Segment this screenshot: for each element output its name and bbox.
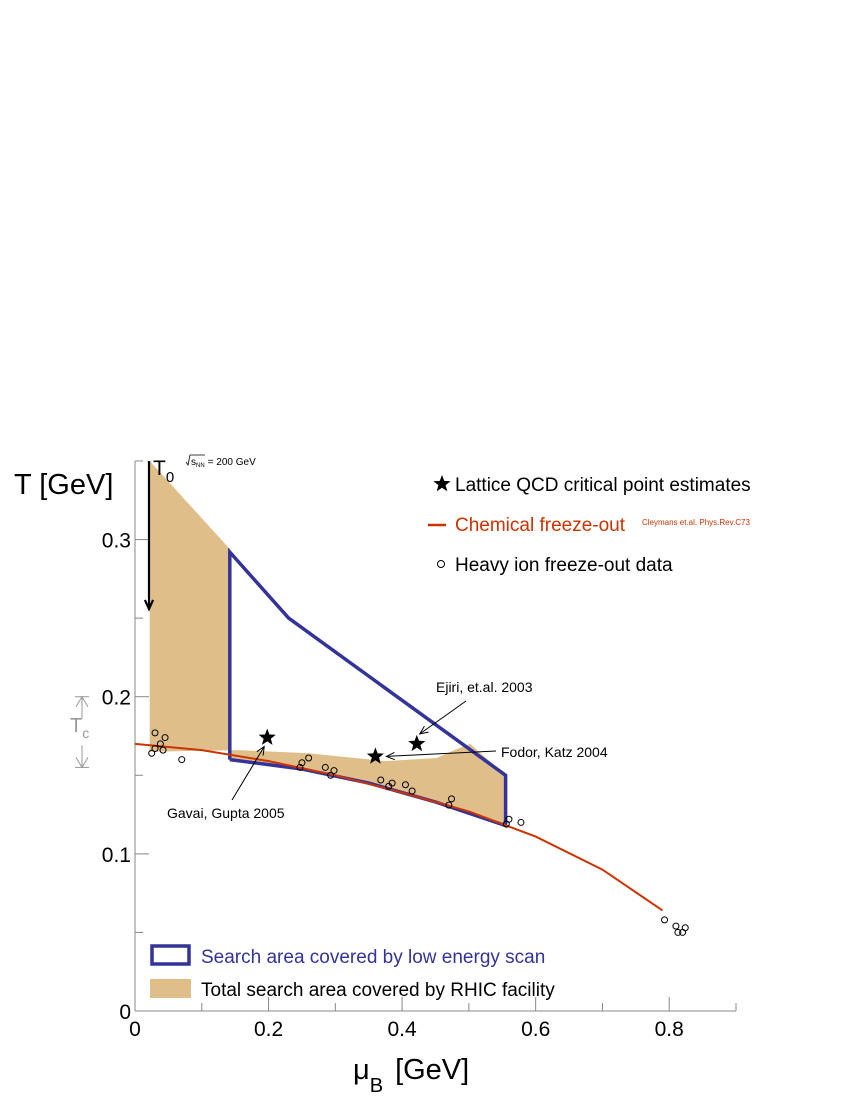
total-search-area bbox=[149, 461, 506, 826]
y-tick-label: 0 bbox=[119, 1001, 131, 1024]
sqrt-sign bbox=[185, 454, 205, 467]
heavy-ion-data-point bbox=[305, 754, 313, 762]
sqrt-s-label: sNN = 200 GeV bbox=[191, 457, 256, 469]
legend-curve-label: Chemical freeze-out bbox=[455, 515, 626, 536]
heavy-ion-data-point bbox=[517, 818, 525, 826]
heavy-ion-data-point bbox=[159, 746, 167, 754]
t0-subscript: 0 bbox=[166, 469, 174, 486]
tc-range-marker bbox=[75, 695, 89, 769]
legend-circle-icon bbox=[437, 560, 445, 568]
y-axis-title: T [GeV] bbox=[14, 469, 113, 501]
lattice-critical-point-star bbox=[408, 734, 426, 752]
tc-label: Tc bbox=[70, 715, 89, 741]
legend-star-icon bbox=[433, 475, 451, 492]
heavy-ion-data-point bbox=[445, 801, 453, 809]
tc-top-head bbox=[75, 695, 89, 707]
t0-arrow-head bbox=[143, 599, 155, 612]
heavy-ion-data-point bbox=[681, 924, 689, 932]
y-tick-label: 0.3 bbox=[102, 530, 131, 553]
x-tick-label: 0.8 bbox=[655, 1018, 684, 1041]
y-tick-label: 0.1 bbox=[102, 844, 131, 867]
heavy-ion-data-point bbox=[401, 781, 409, 789]
legend-fill-swatch bbox=[150, 979, 191, 998]
heavy-ion-data-point bbox=[661, 916, 669, 924]
legend-curve-reference: Cleymans et.al. Phys.Rev.C73 bbox=[642, 518, 750, 527]
tc-bottom-head bbox=[75, 757, 89, 769]
heavy-ion-data-point bbox=[321, 763, 329, 771]
x-axis-title-unit: [GeV] bbox=[395, 1054, 469, 1086]
heavy-ion-data-point bbox=[178, 756, 186, 764]
sqrt-s-subscript: NN bbox=[196, 463, 205, 469]
t0-label: T0 bbox=[153, 457, 174, 486]
sqrt-s-symbol: s bbox=[191, 457, 196, 468]
x-axis-title: μB [GeV] bbox=[353, 1054, 469, 1097]
heavy-ion-data-point bbox=[674, 928, 682, 936]
t0-symbol: T bbox=[153, 457, 166, 480]
heavy-ion-data-point bbox=[151, 729, 159, 737]
heavy-ion-data-point bbox=[148, 749, 156, 757]
lattice-label-arrow-head bbox=[256, 745, 265, 756]
heavy-ion-data-point bbox=[377, 776, 385, 784]
legend-circle-label: Heavy ion freeze-out data bbox=[455, 555, 673, 576]
lattice-label-arrow bbox=[385, 750, 497, 761]
lattice-label-arrow bbox=[231, 745, 265, 801]
heavy-ion-data-point bbox=[151, 745, 159, 753]
sqrt-s-value: = 200 GeV bbox=[208, 457, 256, 468]
lattice-point-label: Gavai, Gupta 2005 bbox=[167, 805, 285, 821]
heavy-ion-data-point bbox=[327, 771, 335, 779]
heavy-ion-data-point bbox=[388, 779, 396, 787]
t0-arrow bbox=[143, 461, 155, 612]
lattice-point-label: Ejiri, et.al. 2003 bbox=[436, 679, 533, 695]
legend-outline-swatch bbox=[150, 944, 191, 966]
heavy-ion-data-point bbox=[298, 759, 306, 767]
x-tick-label: 0.4 bbox=[388, 1018, 418, 1041]
heavy-ion-data-point bbox=[156, 740, 164, 748]
legend-outline-label: Search area covered by low energy scan bbox=[201, 947, 545, 968]
lattice-label-arrow-head bbox=[418, 725, 429, 735]
x-axis-title-subscript: B bbox=[370, 1075, 383, 1097]
heavy-ion-data-point bbox=[161, 734, 169, 742]
heavy-ion-data-point bbox=[296, 763, 304, 771]
lattice-label-arrow-shaft bbox=[419, 700, 467, 735]
legend-fill-label: Total search area covered by RHIC facili… bbox=[201, 980, 555, 1001]
chemical-freezeout-curve bbox=[134, 742, 664, 912]
lattice-critical-point-star bbox=[258, 728, 276, 745]
lattice-point-label: Fodor, Katz 2004 bbox=[501, 744, 608, 760]
x-axis-title-symbol: μ bbox=[353, 1054, 370, 1086]
lattice-label-arrow-shaft bbox=[386, 750, 497, 757]
lattice-label-arrow-shaft bbox=[231, 746, 265, 801]
x-tick-label: 0 bbox=[129, 1018, 141, 1041]
lattice-label-arrow-head bbox=[385, 751, 395, 761]
x-tick-label: 0.2 bbox=[254, 1018, 283, 1041]
heavy-ion-data-point bbox=[408, 787, 416, 795]
heavy-ion-data-point bbox=[330, 767, 338, 775]
legend-star-label: Lattice QCD critical point estimates bbox=[455, 475, 751, 496]
lattice-critical-point-star bbox=[366, 747, 384, 764]
heavy-ion-data-point bbox=[505, 815, 513, 823]
heavy-ion-data-point bbox=[448, 795, 456, 803]
heavy-ion-data-point bbox=[672, 922, 680, 930]
lattice-label-arrow bbox=[418, 700, 467, 735]
x-tick-label: 0.6 bbox=[521, 1018, 550, 1041]
y-tick-label: 0.2 bbox=[102, 687, 131, 710]
tc-subscript: c bbox=[82, 725, 89, 741]
tc-symbol: T bbox=[70, 715, 82, 737]
